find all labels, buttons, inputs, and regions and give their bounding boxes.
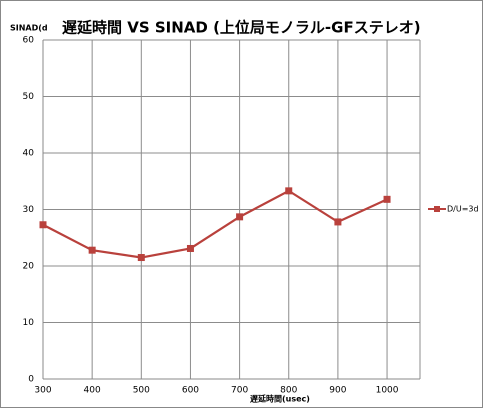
y-tick-label: 10: [23, 318, 35, 328]
x-tick-label: 300: [34, 386, 51, 396]
x-tick-label: 800: [280, 386, 297, 396]
y-tick-label: 60: [23, 36, 35, 46]
y-tick-label: 50: [23, 92, 35, 102]
x-tick-label: 900: [329, 386, 346, 396]
marker: [39, 221, 47, 229]
line: [42, 189, 388, 259]
x-tick-label: 700: [231, 386, 248, 396]
x-axis-label: 遅延時間(usec): [250, 394, 310, 404]
x-tick-label: 400: [84, 386, 101, 396]
x-tick-label: 1000: [376, 386, 399, 396]
y-tick-label: 30: [23, 205, 35, 215]
marker: [88, 246, 96, 254]
legend-marker: [434, 206, 440, 212]
y-tick-label: 40: [23, 149, 35, 159]
marker: [137, 254, 145, 262]
y-axis-label: SINAD(d: [10, 24, 48, 33]
marker: [383, 195, 391, 203]
marker: [334, 218, 342, 226]
y-tick-label: 0: [28, 375, 34, 385]
marker: [236, 213, 244, 221]
marker: [285, 187, 293, 195]
chart-title: 遅延時間 VS SINAD (上位局モノラル-GFステレオ): [62, 19, 421, 37]
x-tick-label: 500: [133, 386, 150, 396]
legend-label: D/U=3d: [447, 205, 479, 214]
x-tick-label: 600: [182, 386, 199, 396]
marker: [186, 244, 194, 252]
y-tick-label: 20: [23, 262, 35, 272]
